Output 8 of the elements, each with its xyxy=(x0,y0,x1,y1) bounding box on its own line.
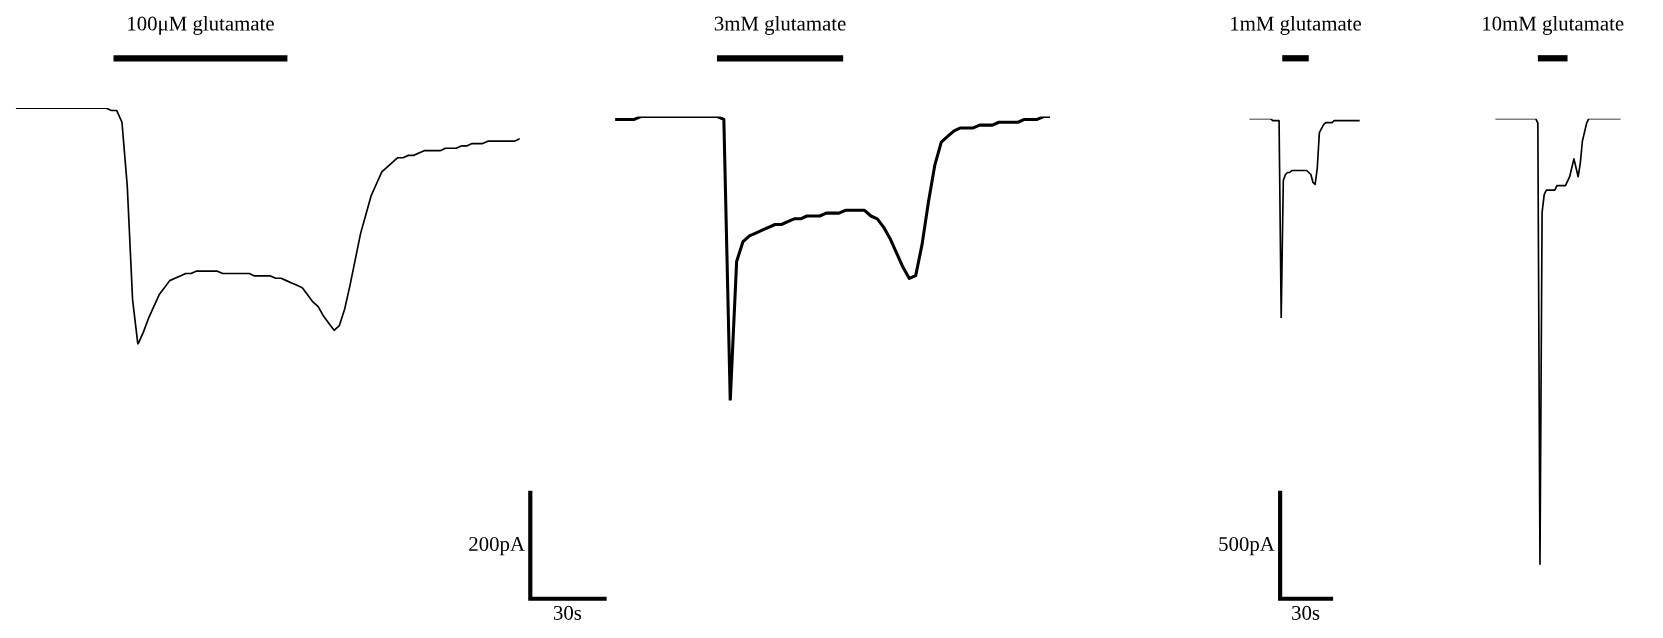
text: 500pA xyxy=(1219,536,1275,556)
text: 30s xyxy=(1292,605,1320,620)
text: 10mM glutamate xyxy=(1483,15,1624,35)
text: 3mM glutamate xyxy=(714,15,846,35)
text: 200pA xyxy=(469,536,525,556)
text: 1mM glutamate xyxy=(1231,15,1362,35)
text: 30s xyxy=(553,605,582,620)
text: 100μM glutamate xyxy=(128,15,274,35)
